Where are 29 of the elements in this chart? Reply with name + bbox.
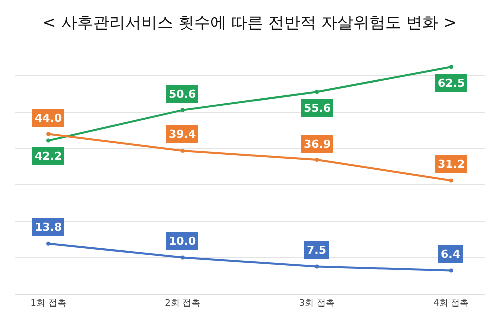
point (315, 90, 320, 94)
x-tick-label: 3회 접촉 (299, 298, 335, 309)
point (315, 158, 320, 162)
data-label: 13.8 (35, 221, 62, 234)
point (46, 242, 51, 246)
x-tick-label: 1회 접촉 (30, 298, 66, 309)
data-label: 55.6 (304, 102, 332, 115)
point (449, 65, 454, 70)
data-label: 31.2 (438, 158, 466, 171)
data-label: 42.2 (35, 150, 62, 163)
data-label: 44.0 (35, 112, 62, 125)
point (449, 178, 454, 183)
point (180, 256, 185, 260)
data-label: 36.9 (304, 138, 332, 151)
point (46, 132, 51, 136)
point (449, 268, 454, 273)
x-tick-label: 2회 접촉 (165, 298, 201, 309)
point (180, 108, 185, 112)
data-label: 39.4 (169, 128, 196, 141)
point (315, 264, 320, 269)
point (46, 138, 51, 143)
data-label: 7.5 (307, 244, 326, 257)
chart-title: < 사후관리서비스 횟수에 따른 전반적 자살위험도 변화 > (42, 12, 458, 32)
x-tick-label: 4회 접촉 (434, 298, 470, 309)
data-label: 62.5 (438, 77, 466, 90)
data-label: 6.4 (441, 248, 461, 261)
data-label: 50.6 (169, 88, 196, 101)
point (180, 148, 185, 153)
data-label: 10.0 (169, 235, 196, 248)
